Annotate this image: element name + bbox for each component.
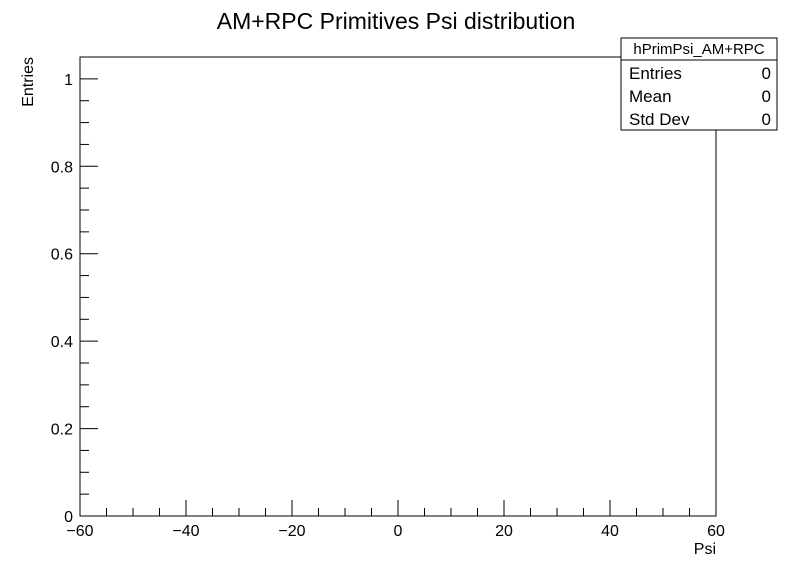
x-tick-label: −60 [66,523,93,540]
x-axis-tick-labels: −60 −40 −20 0 20 40 60 [66,523,725,540]
stats-stddev-label: Std Dev [629,110,690,129]
y-axis-label: Entries [20,57,37,107]
x-tick-label: −40 [172,523,199,540]
x-axis-ticks [79,500,717,516]
x-axis-label: Psi [694,541,716,558]
x-tick-label: −20 [278,523,305,540]
y-tick-label: 0.4 [51,334,73,351]
x-tick-label: 20 [495,523,513,540]
stats-entries-value: 0 [762,64,771,83]
stats-mean-value: 0 [762,87,771,106]
y-tick-label: 0 [64,509,73,526]
y-axis-tick-labels: 0 0.2 0.4 0.6 0.8 1 [51,72,73,526]
stats-box-name: hPrimPsi_AM+RPC [633,41,764,58]
y-tick-label: 0.6 [51,247,73,264]
x-tick-label: 60 [707,523,725,540]
x-tick-label: 0 [394,523,403,540]
y-tick-label: 0.2 [51,422,73,439]
chart-title: AM+RPC Primitives Psi distribution [217,8,576,34]
stats-entries-label: Entries [629,64,682,83]
y-tick-label: 1 [64,72,73,89]
stats-mean-label: Mean [629,87,672,106]
y-axis-ticks [80,56,98,517]
y-tick-label: 0.8 [51,159,73,176]
stats-box-frame [620,37,778,131]
stats-box: hPrimPsi_AM+RPC Entries 0 Mean 0 Std Dev… [620,37,778,131]
x-tick-label: 40 [601,523,619,540]
stats-stddev-value: 0 [762,110,771,129]
